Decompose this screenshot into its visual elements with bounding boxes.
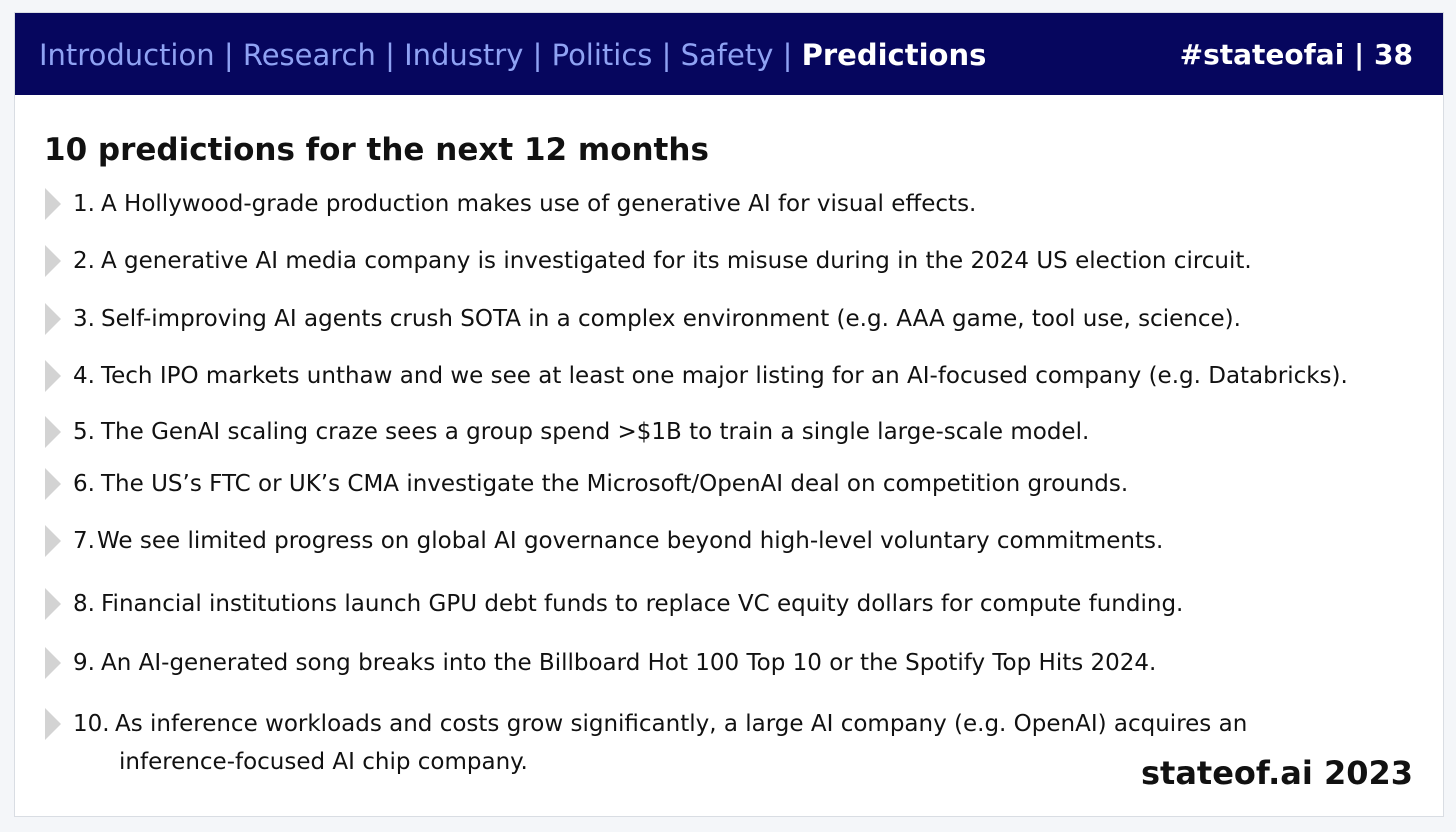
prediction-number: 2. — [73, 248, 95, 274]
section-nav: Introduction | Research | Industry | Pol… — [39, 35, 986, 75]
prediction-number: 10. — [73, 711, 110, 737]
prediction-text-continued: inference-focused AI chip company. — [119, 749, 528, 775]
nav-predictions[interactable]: Predictions — [801, 38, 987, 72]
prediction-text: The GenAI scaling craze sees a group spe… — [101, 419, 1090, 445]
prediction-text: A generative AI media company is investi… — [101, 248, 1252, 274]
prediction-number: 4. — [73, 363, 95, 389]
nav-research[interactable]: Research — [242, 38, 376, 72]
triangle-bullet-icon — [45, 525, 61, 557]
prediction-text: Tech IPO markets unthaw and we see at le… — [101, 363, 1348, 389]
prediction-number: 1. — [73, 191, 95, 217]
nav-separator: | — [782, 38, 802, 72]
prediction-number: 7. — [73, 528, 95, 554]
nav-industry[interactable]: Industry — [404, 38, 524, 72]
triangle-bullet-icon — [45, 468, 61, 500]
page-title: 10 predictions for the next 12 months — [44, 132, 709, 168]
prediction-text: Self-improving AI agents crush SOTA in a… — [101, 306, 1241, 332]
nav-separator: | — [661, 38, 681, 72]
slide: Introduction | Research | Industry | Pol… — [14, 12, 1444, 817]
brand-footer: stateof.ai 2023 — [1140, 754, 1413, 792]
prediction-number: 5. — [73, 419, 95, 445]
prediction-text: An AI-generated song breaks into the Bil… — [101, 650, 1157, 676]
triangle-bullet-icon — [45, 188, 61, 220]
triangle-bullet-icon — [45, 708, 61, 740]
triangle-bullet-icon — [45, 416, 61, 448]
triangle-bullet-icon — [45, 360, 61, 392]
nav-politics[interactable]: Politics — [551, 38, 653, 72]
prediction-number: 9. — [73, 650, 95, 676]
prediction-number: 6. — [73, 471, 95, 497]
prediction-number: 3. — [73, 306, 95, 332]
nav-safety[interactable]: Safety — [680, 38, 774, 72]
predictions-list: 1. A Hollywood-grade production makes us… — [15, 13, 1443, 816]
triangle-bullet-icon — [45, 588, 61, 620]
triangle-bullet-icon — [45, 647, 61, 679]
prediction-text: As inference workloads and costs grow si… — [115, 711, 1248, 737]
prediction-number: 8. — [73, 591, 95, 617]
prediction-text: We see limited progress on global AI gov… — [97, 528, 1164, 554]
triangle-bullet-icon — [45, 303, 61, 335]
prediction-text: A Hollywood-grade production makes use o… — [101, 191, 977, 217]
hashtag-page-number: #stateofai | 38 — [1179, 38, 1413, 71]
prediction-text: The US’s FTC or UK’s CMA investigate the… — [101, 471, 1129, 497]
nav-introduction[interactable]: Introduction — [39, 38, 215, 72]
triangle-bullet-icon — [45, 245, 61, 277]
prediction-text: Financial institutions launch GPU debt f… — [101, 591, 1184, 617]
header-bar: Introduction | Research | Industry | Pol… — [15, 13, 1443, 95]
nav-separator: | — [532, 38, 552, 72]
nav-separator: | — [385, 38, 405, 72]
nav-separator: | — [223, 38, 243, 72]
